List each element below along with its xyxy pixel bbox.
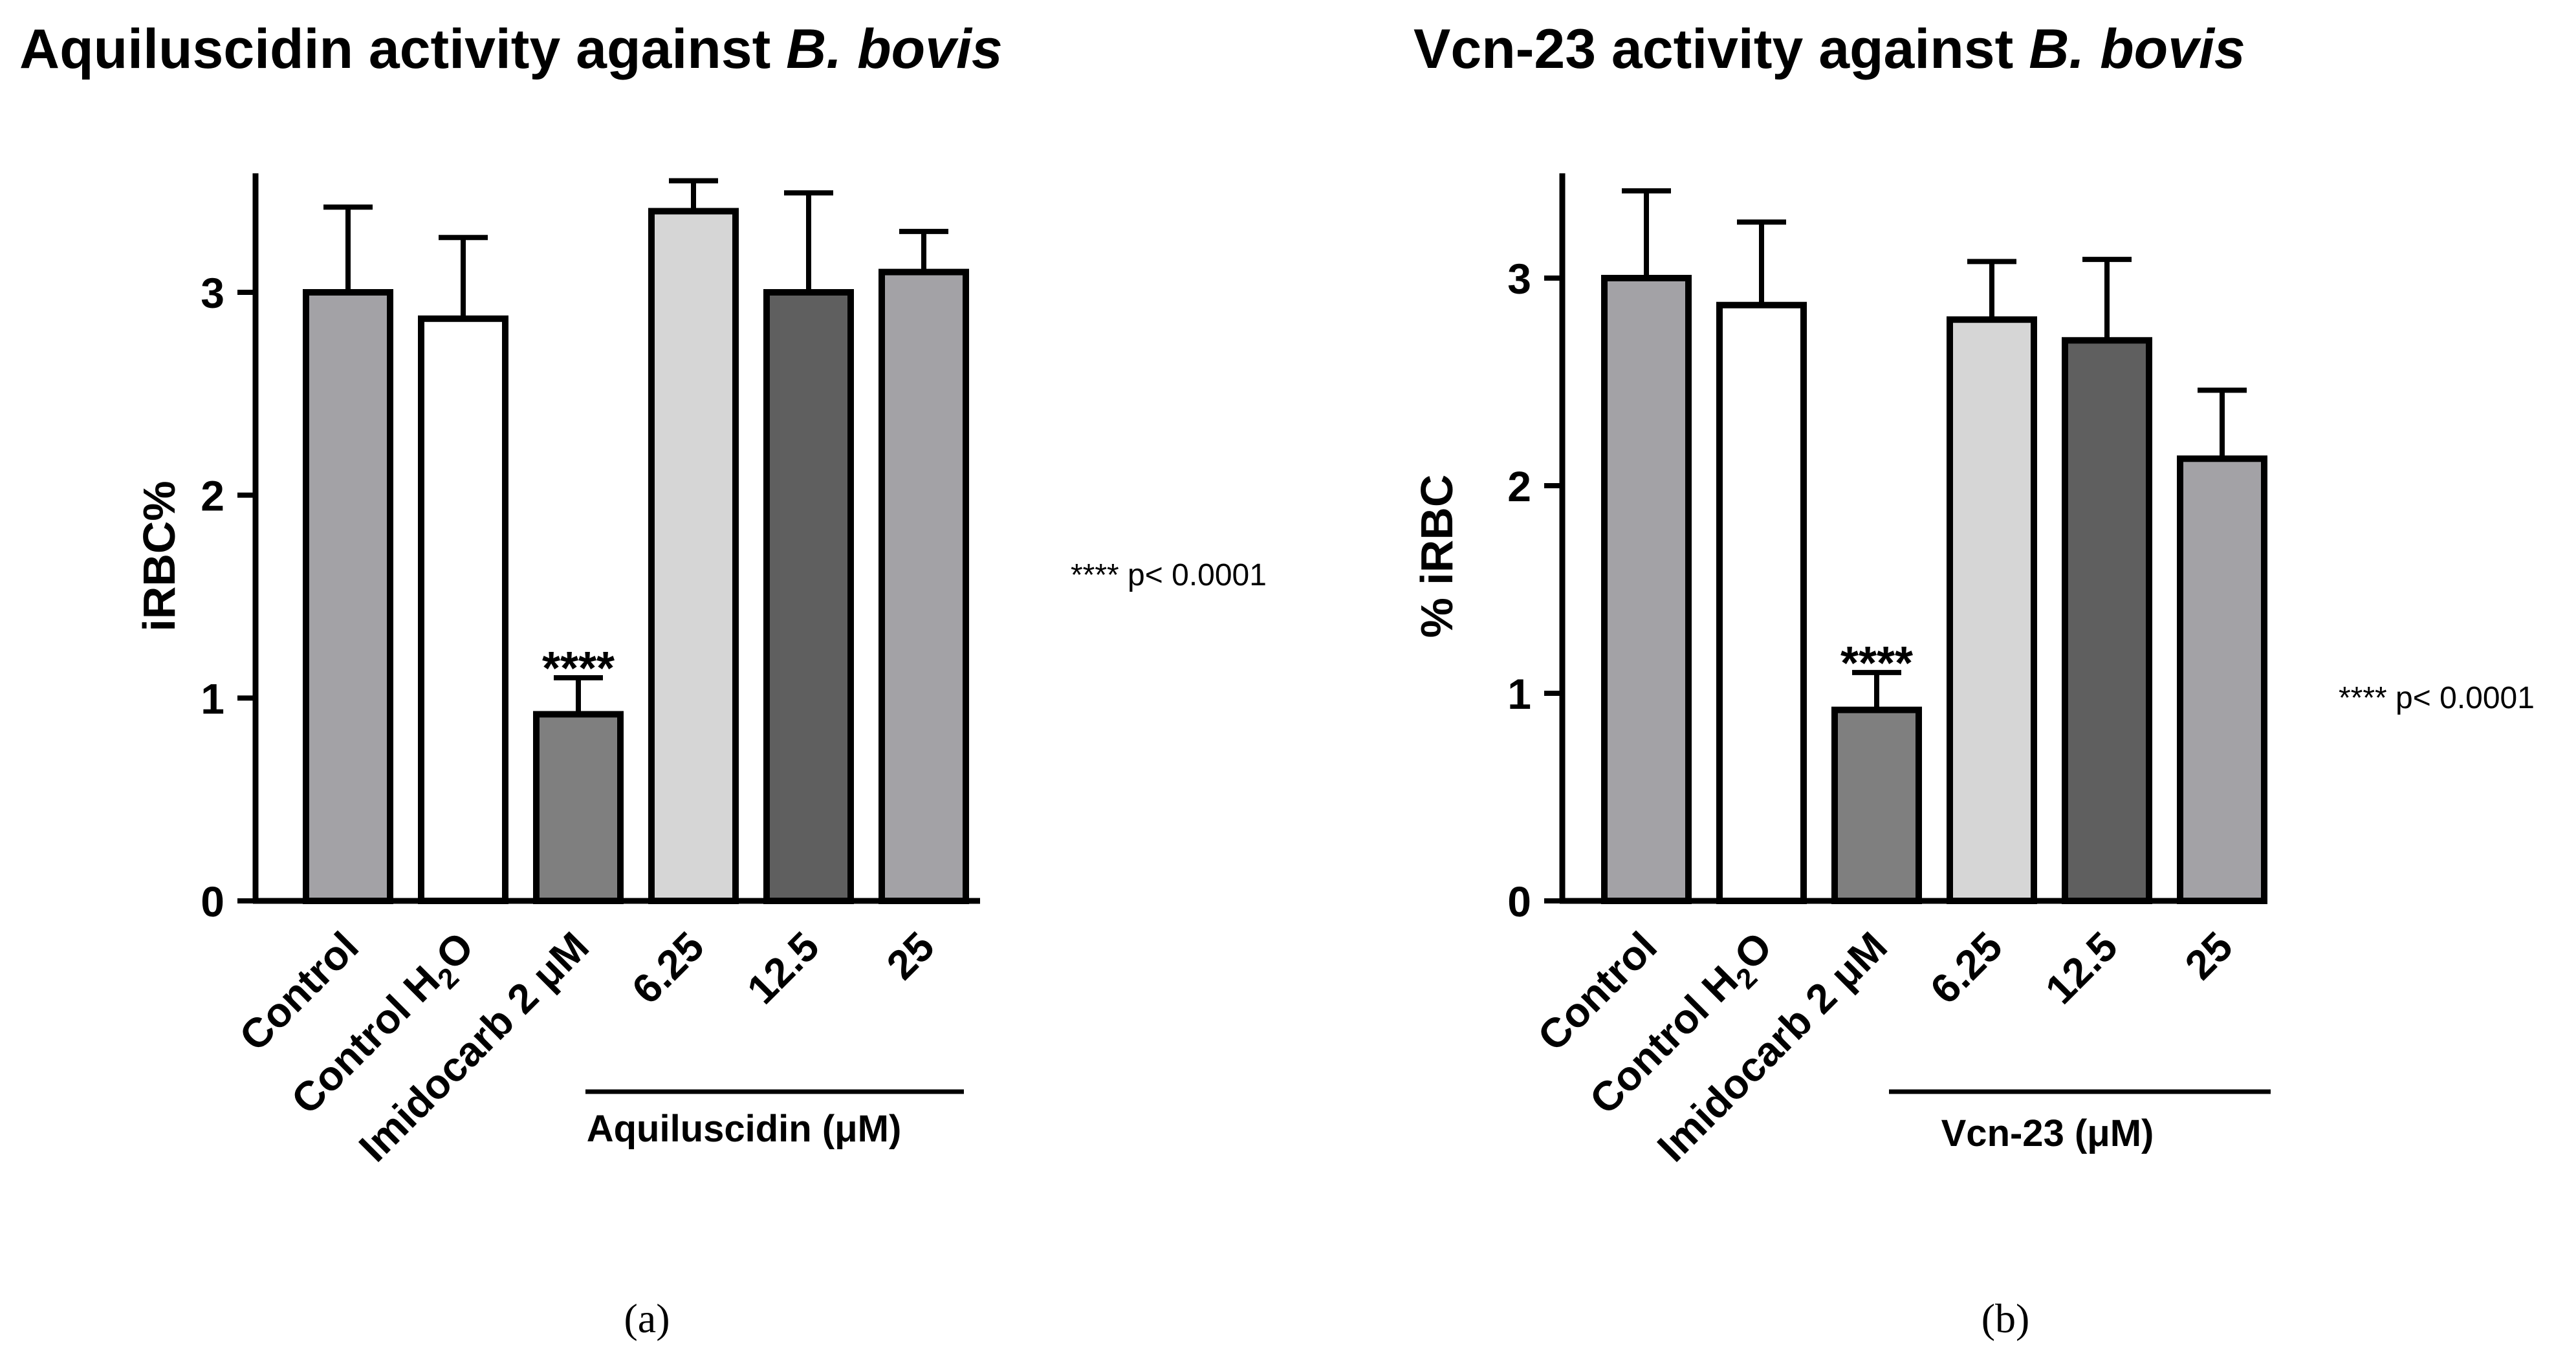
chart-a-significance-note: **** p< 0.0001: [1071, 558, 1267, 592]
chart-b-y-tick-label: 0: [1507, 878, 1531, 925]
chart-a-significance-stars: ****: [542, 643, 615, 695]
chart-a-y-tick-label: 0: [201, 878, 224, 925]
chart-b-y-tick-label: 1: [1507, 670, 1531, 718]
chart-a-category-label: 6.25: [623, 923, 713, 1013]
chart-a-group-label: Aquiluscidin (μM): [587, 1108, 902, 1150]
chart-a-category-label: 12.5: [738, 923, 828, 1013]
chart-b-bar-2: [1716, 301, 1807, 905]
chart-b-y-tick-label: 2: [1507, 462, 1531, 510]
chart-b-category-label: 12.5: [2036, 923, 2126, 1013]
chart-a-y-axis-label: iRBC%: [134, 481, 184, 631]
chart-a-bar-4: [648, 208, 739, 904]
panel-a-label: (a): [624, 1295, 670, 1341]
chart-b-title: Vcn-23 activity against B. bovis: [1414, 18, 2245, 80]
chart-a-bar-1: [303, 289, 393, 904]
chart-b-bar-5: [2062, 337, 2152, 904]
chart-b-bar-4: [1947, 316, 2037, 904]
chart-a-bar-2: [418, 315, 508, 904]
chart-b-bar-6: [2177, 455, 2267, 904]
chart-a-category-label: 25: [878, 923, 943, 988]
chart-b-category-label: 6.25: [1921, 923, 2011, 1013]
chart-b-significance-note: **** p< 0.0001: [2339, 681, 2535, 715]
chart-b-y-tick-label: 3: [1507, 255, 1531, 303]
chart-a-bar-3: [533, 711, 624, 904]
chart-a-bar-6: [879, 268, 969, 904]
chart-b-group-label: Vcn-23 (μM): [1941, 1112, 2154, 1154]
panel-b-label: (b): [1981, 1295, 2030, 1341]
chart-b-y-axis-label: % iRBC: [1412, 475, 1462, 638]
chart-a-y-tick-label: 1: [201, 675, 224, 722]
chart-a-y-tick-label: 2: [201, 472, 224, 520]
chart-b-significance-stars: ****: [1840, 638, 1913, 689]
chart-a-y-tick-label: 3: [201, 269, 224, 317]
chart-a-bar-5: [763, 289, 854, 904]
chart-a-title: Aquiluscidin activity against B. bovis: [19, 18, 1003, 80]
chart-b-bar-1: [1601, 275, 1692, 904]
chart-b-bar-3: [1831, 706, 1922, 905]
chart-b-category-label: 25: [2176, 923, 2242, 988]
